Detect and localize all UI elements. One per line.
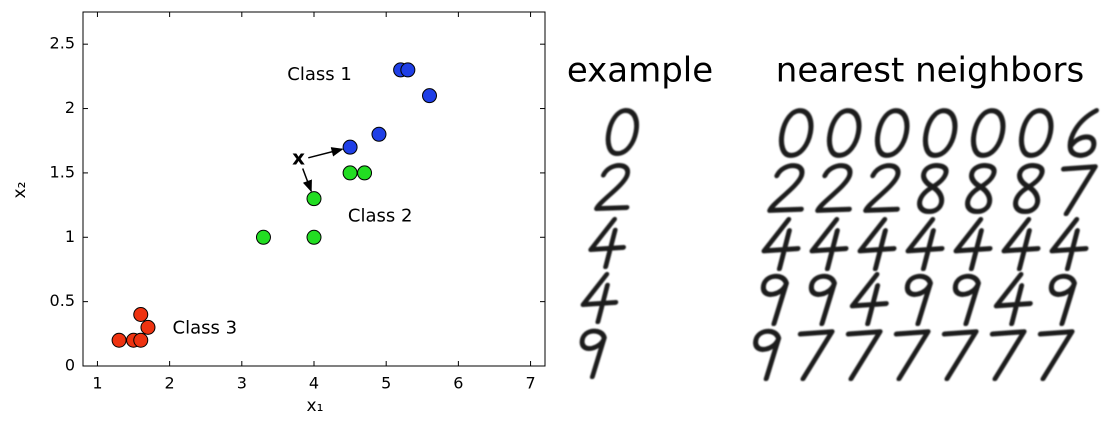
- neighbor-arrow: [308, 149, 342, 158]
- y-tick-label: 0.5: [50, 291, 75, 310]
- query-label: x: [292, 146, 305, 170]
- point: [343, 166, 357, 180]
- point: [307, 192, 321, 206]
- point: [256, 230, 270, 244]
- neighbor-digit: [1002, 219, 1043, 268]
- example-digit: [597, 165, 633, 208]
- x-axis-label: x₁: [307, 396, 324, 416]
- point: [423, 89, 437, 103]
- example-digit: [577, 331, 605, 377]
- example-digit: [588, 219, 627, 267]
- neighbor-digit: [806, 276, 835, 323]
- neighbor-digit: [810, 219, 851, 268]
- neighbor-digit: [827, 111, 862, 156]
- point: [358, 166, 372, 180]
- x-tick-label: 2: [165, 374, 175, 393]
- neighbor-digit: [1050, 219, 1091, 268]
- point: [307, 230, 321, 244]
- neighbor-digit: [818, 166, 856, 211]
- neighbor-digit: [762, 219, 803, 268]
- point: [343, 140, 357, 154]
- example-heading: example: [567, 51, 713, 91]
- neighbor-arrow: [303, 168, 311, 191]
- point: [141, 320, 155, 334]
- neighbor-digit: [954, 219, 995, 268]
- example-digit: [606, 110, 639, 153]
- neighbor-digit: [1019, 111, 1054, 156]
- neighbor-digit: [750, 331, 779, 378]
- figure: x₁ x₂ example nearest neighbors 1 2 3 4 5 6 7 0…: [0, 0, 1110, 421]
- point: [112, 333, 126, 347]
- neighbor-digit: [938, 332, 976, 379]
- point: [134, 333, 148, 347]
- x-tick-label: 6: [453, 374, 463, 393]
- neighbor-digit: [971, 111, 1006, 156]
- x-tick-label: 4: [309, 374, 319, 393]
- neighbor-digit: [994, 274, 1035, 323]
- neighbor-digit: [890, 332, 928, 379]
- y-tick-label: 1: [65, 227, 75, 246]
- neighbor-digit: [858, 219, 899, 268]
- neighbor-digit: [758, 276, 787, 323]
- neighbor-digit: [1046, 276, 1075, 323]
- point: [401, 63, 415, 77]
- neighbor-digit: [1034, 332, 1072, 379]
- class-label: Class 1: [287, 64, 352, 85]
- neighbor-digit: [918, 166, 947, 212]
- digit-images: [577, 110, 1099, 378]
- y-tick-label: 0: [65, 356, 75, 375]
- neighbor-digit: [923, 111, 958, 156]
- neighbor-digit: [1014, 166, 1043, 212]
- neighbor-digit: [842, 332, 880, 379]
- class-label: Class 3: [173, 318, 238, 339]
- x-tick-label: 5: [381, 374, 391, 393]
- neighbor-digit: [906, 219, 947, 268]
- neighbor-digit: [950, 276, 979, 323]
- example-digit: [581, 274, 620, 322]
- neighbor-digit: [986, 332, 1024, 379]
- y-axis-label: x₂: [10, 182, 30, 199]
- y-tick-label: 2.5: [50, 34, 75, 53]
- neighbor-digit: [875, 111, 910, 156]
- x-tick-label: 1: [92, 374, 102, 393]
- neighbor-digit: [966, 166, 995, 212]
- neighbor-digit: [794, 332, 832, 379]
- point: [134, 308, 148, 322]
- neighbor-digit: [850, 274, 891, 323]
- neighbor-digit: [902, 276, 931, 323]
- y-tick-label: 1.5: [50, 162, 75, 181]
- x-tick-label: 3: [237, 374, 247, 393]
- y-tick-label: 2: [65, 98, 75, 117]
- neighbor-digit: [779, 111, 814, 156]
- neighbor-digit: [1069, 111, 1099, 156]
- neighbor-digit: [770, 166, 808, 211]
- neighbors-heading: nearest neighbors: [776, 51, 1084, 91]
- x-tick-label: 7: [525, 374, 535, 393]
- neighbor-digit: [866, 166, 904, 211]
- class-label: Class 2: [348, 206, 413, 227]
- neighbor-digit: [1057, 167, 1095, 214]
- point: [372, 127, 386, 141]
